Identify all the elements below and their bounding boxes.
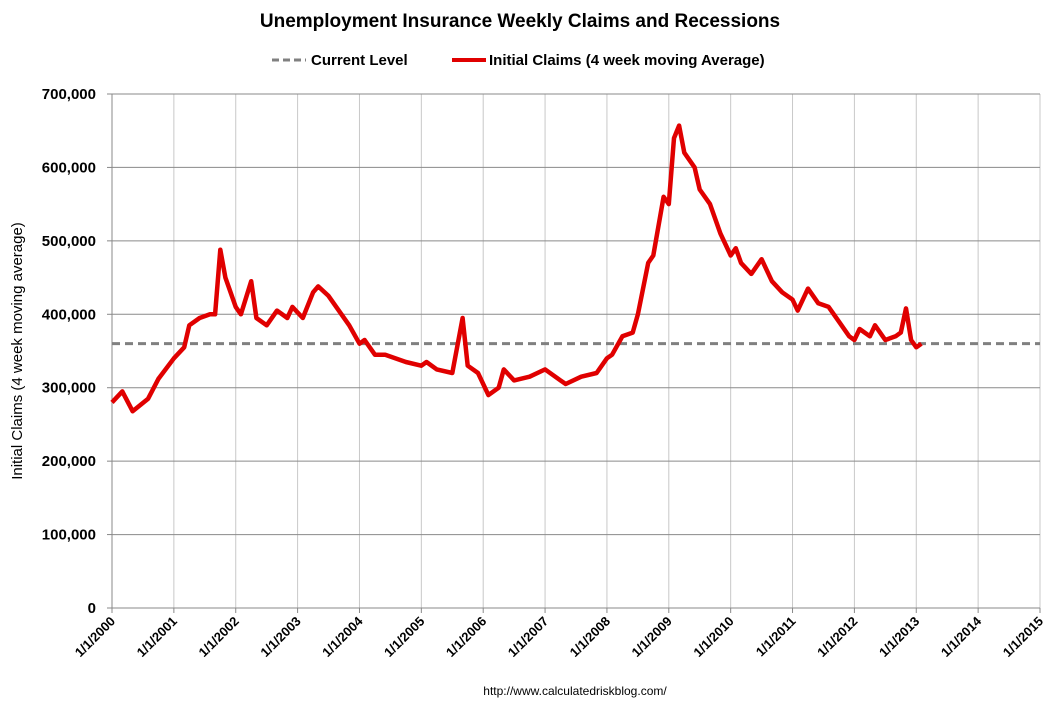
legend-label-current-level: Current Level	[311, 52, 408, 69]
y-tick-label: 700,000	[42, 86, 96, 103]
y-tick-label: 400,000	[42, 306, 96, 323]
chart-title: Unemployment Insurance Weekly Claims and…	[260, 11, 780, 32]
x-tick-label: 1/1/2006	[443, 614, 489, 660]
x-tick-label: 1/1/2007	[505, 614, 551, 660]
y-tick-label: 0	[88, 600, 96, 617]
x-tick-label: 1/1/2012	[814, 614, 860, 660]
initial-claims-line	[110, 123, 923, 414]
x-tick-label: 1/1/2001	[134, 614, 180, 660]
y-tick-label: 500,000	[42, 233, 96, 250]
x-axis-ticks: 1/1/2000 1/1/2001 1/1/2002 1/1/2003 1/1/2004…	[72, 608, 1046, 660]
y-axis-label: Initial Claims (4 week moving average)	[9, 222, 26, 480]
x-tick-label: 1/1/2009	[629, 614, 675, 660]
x-tick-label: 1/1/2015	[1000, 614, 1046, 660]
x-tick-label: 1/1/2008	[567, 614, 613, 660]
x-tick-label: 1/1/2005	[381, 614, 427, 660]
x-tick-label: 1/1/2011	[753, 614, 799, 660]
y-tick-label: 300,000	[42, 380, 96, 397]
x-tick-label: 1/1/2002	[195, 614, 241, 660]
grid	[111, 93, 1041, 609]
x-tick-label: 1/1/2014	[938, 613, 985, 660]
x-tick-label: 1/1/2013	[876, 614, 922, 660]
y-axis-ticks: 0 100,000 200,000 300,000 400,000 500,000 600,…	[42, 86, 112, 617]
x-tick-label: 1/1/2000	[72, 614, 118, 660]
source-url: http://www.calculatedriskblog.com/	[483, 684, 667, 698]
legend-label-initial-claims: Initial Claims (4 week moving Average)	[489, 52, 765, 69]
x-tick-label: 1/1/2010	[690, 614, 736, 660]
y-tick-label: 600,000	[42, 159, 96, 176]
x-tick-label: 1/1/2003	[257, 614, 303, 660]
legend: Current Level Initial Claims (4 week mov…	[272, 52, 765, 69]
x-tick-label: 1/1/2004	[319, 613, 366, 660]
y-tick-label: 100,000	[42, 527, 96, 544]
y-tick-label: 200,000	[42, 453, 96, 470]
